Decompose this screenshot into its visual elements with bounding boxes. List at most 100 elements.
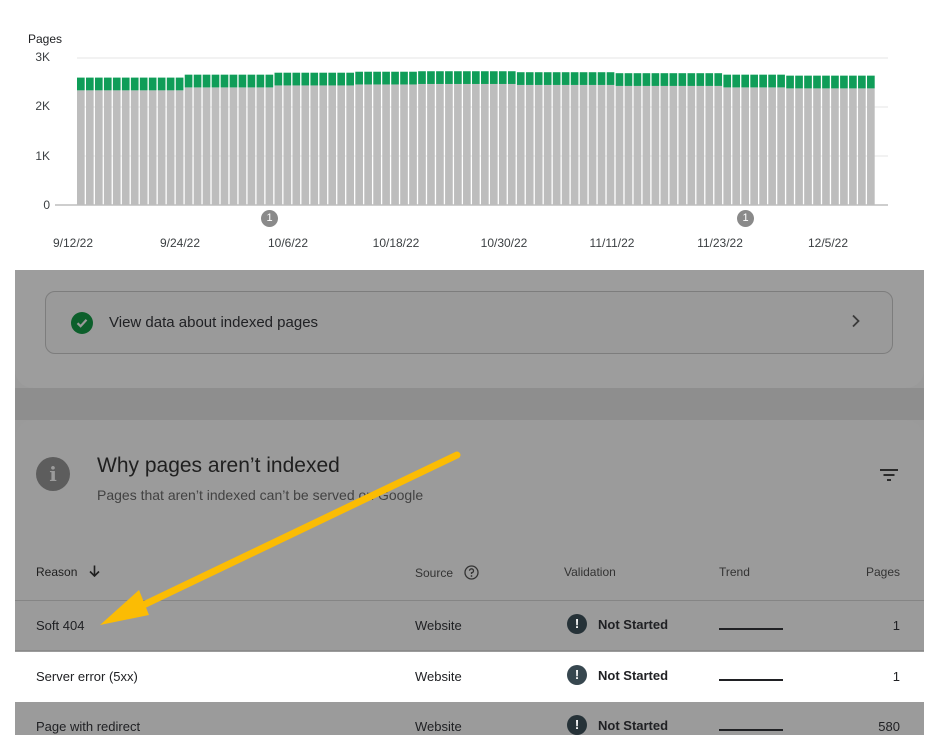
chart-bar-indexed[interactable]	[337, 85, 346, 205]
chart-bar-indexed[interactable]	[355, 84, 363, 205]
chart-bar-indexed[interactable]	[714, 85, 723, 205]
chart-bar-not-indexed[interactable]	[642, 73, 651, 86]
table-row[interactable]: Server error (5xx) Website ! Not Started…	[15, 652, 924, 702]
chart-bar-indexed[interactable]	[642, 85, 651, 205]
chart-bar-indexed[interactable]	[669, 85, 678, 205]
view-indexed-pages-button[interactable]: View data about indexed pages	[45, 291, 893, 354]
chart-bar-not-indexed[interactable]	[337, 72, 346, 86]
chart-bar-indexed[interactable]	[606, 84, 615, 205]
chart-bar-indexed[interactable]	[427, 83, 435, 205]
chart-bar-indexed[interactable]	[813, 88, 821, 205]
chart-bar-not-indexed[interactable]	[588, 72, 597, 85]
chart-bar-not-indexed[interactable]	[651, 73, 660, 86]
chart-bar-not-indexed[interactable]	[112, 77, 121, 91]
chart-bar-indexed[interactable]	[858, 88, 866, 205]
chart-bar-not-indexed[interactable]	[130, 77, 139, 91]
chart-bar-not-indexed[interactable]	[409, 71, 417, 85]
chart-bar-not-indexed[interactable]	[301, 72, 310, 86]
chart-bar-indexed[interactable]	[480, 83, 489, 205]
chart-bar-indexed[interactable]	[400, 84, 408, 205]
chart-bar-indexed[interactable]	[94, 90, 103, 205]
chart-bar-indexed[interactable]	[498, 83, 507, 205]
chart-bar-not-indexed[interactable]	[606, 72, 615, 85]
chart-bar-not-indexed[interactable]	[813, 75, 821, 89]
chart-bar-indexed[interactable]	[777, 87, 785, 205]
chart-bar-indexed[interactable]	[687, 85, 696, 205]
chart-bar-not-indexed[interactable]	[732, 74, 741, 88]
chart-bar-indexed[interactable]	[624, 85, 633, 205]
chart-bar-indexed[interactable]	[184, 87, 193, 205]
chart-bar-not-indexed[interactable]	[391, 71, 399, 85]
chart-bar-indexed[interactable]	[157, 90, 166, 205]
chart-bar-not-indexed[interactable]	[723, 74, 732, 88]
chart-bar-indexed[interactable]	[166, 90, 175, 205]
chart-bar-indexed[interactable]	[561, 84, 570, 205]
chart-bar-indexed[interactable]	[103, 90, 112, 205]
chart-bar-indexed[interactable]	[822, 88, 830, 205]
column-header-reason[interactable]: Reason	[36, 565, 100, 580]
chart-bar-indexed[interactable]	[750, 87, 758, 205]
chart-bar-not-indexed[interactable]	[804, 75, 812, 89]
chart-bar-not-indexed[interactable]	[121, 77, 130, 91]
chart-bar-indexed[interactable]	[193, 87, 202, 205]
chart-bar-indexed[interactable]	[723, 87, 732, 205]
chart-bar-indexed[interactable]	[840, 88, 848, 205]
chart-bar-not-indexed[interactable]	[436, 71, 444, 84]
chart-bar-indexed[interactable]	[660, 85, 669, 205]
chart-bar-indexed[interactable]	[472, 83, 480, 205]
chart-bar-indexed[interactable]	[795, 88, 803, 205]
chart-bar-not-indexed[interactable]	[570, 72, 579, 85]
chart-bar-not-indexed[interactable]	[597, 72, 606, 85]
chart-bar-not-indexed[interactable]	[795, 75, 803, 89]
chart-bar-indexed[interactable]	[849, 88, 857, 205]
chart-bar-indexed[interactable]	[786, 88, 794, 205]
chart-bar-not-indexed[interactable]	[274, 72, 283, 86]
chart-bar-not-indexed[interactable]	[229, 74, 238, 88]
chart-bar-indexed[interactable]	[301, 85, 310, 205]
chart-bar-indexed[interactable]	[552, 84, 561, 205]
chart-bar-not-indexed[interactable]	[427, 71, 435, 84]
chart-bar-not-indexed[interactable]	[157, 77, 166, 91]
chart-bar-not-indexed[interactable]	[77, 77, 85, 91]
chart-bar-not-indexed[interactable]	[247, 74, 256, 88]
chart-bar-indexed[interactable]	[543, 84, 552, 205]
chart-bar-indexed[interactable]	[445, 83, 453, 205]
chart-bar-not-indexed[interactable]	[858, 75, 866, 89]
chart-bar-not-indexed[interactable]	[543, 72, 552, 85]
chart-bar-indexed[interactable]	[418, 83, 426, 205]
chart-bar-not-indexed[interactable]	[193, 74, 202, 88]
chart-bar-indexed[interactable]	[77, 90, 85, 205]
chart-bar-not-indexed[interactable]	[525, 72, 534, 85]
chart-bar-not-indexed[interactable]	[840, 75, 848, 89]
chart-bar-not-indexed[interactable]	[669, 73, 678, 86]
chart-bar-indexed[interactable]	[229, 87, 238, 205]
chart-bar-not-indexed[interactable]	[507, 71, 516, 84]
chart-bar-not-indexed[interactable]	[85, 77, 94, 91]
chart-bar-not-indexed[interactable]	[822, 75, 830, 89]
chart-bar-not-indexed[interactable]	[355, 71, 363, 85]
chart-bar-not-indexed[interactable]	[615, 73, 624, 86]
chart-bar-not-indexed[interactable]	[759, 74, 767, 88]
chart-bar-indexed[interactable]	[274, 85, 283, 205]
chart-bar-indexed[interactable]	[139, 90, 148, 205]
chart-bar-indexed[interactable]	[292, 85, 301, 205]
chart-bar-not-indexed[interactable]	[94, 77, 103, 91]
chart-bar-indexed[interactable]	[570, 84, 579, 205]
chart-bar-indexed[interactable]	[579, 84, 588, 205]
chart-bar-not-indexed[interactable]	[777, 74, 785, 88]
chart-bar-indexed[interactable]	[211, 87, 220, 205]
chart-bar-not-indexed[interactable]	[633, 73, 642, 86]
chart-bar-indexed[interactable]	[202, 87, 211, 205]
chart-bar-not-indexed[interactable]	[256, 74, 265, 88]
chart-bar-not-indexed[interactable]	[561, 72, 570, 85]
chart-bar-indexed[interactable]	[148, 90, 157, 205]
chart-bar-indexed[interactable]	[516, 84, 525, 205]
chart-bar-not-indexed[interactable]	[202, 74, 211, 88]
chart-bar-indexed[interactable]	[507, 83, 516, 205]
chart-bar-indexed[interactable]	[534, 84, 543, 205]
chart-bar-indexed[interactable]	[597, 84, 606, 205]
chart-bar-not-indexed[interactable]	[867, 75, 875, 89]
chart-bar-indexed[interactable]	[283, 85, 292, 205]
chart-bar-not-indexed[interactable]	[220, 74, 229, 88]
chart-bar-indexed[interactable]	[436, 83, 444, 205]
